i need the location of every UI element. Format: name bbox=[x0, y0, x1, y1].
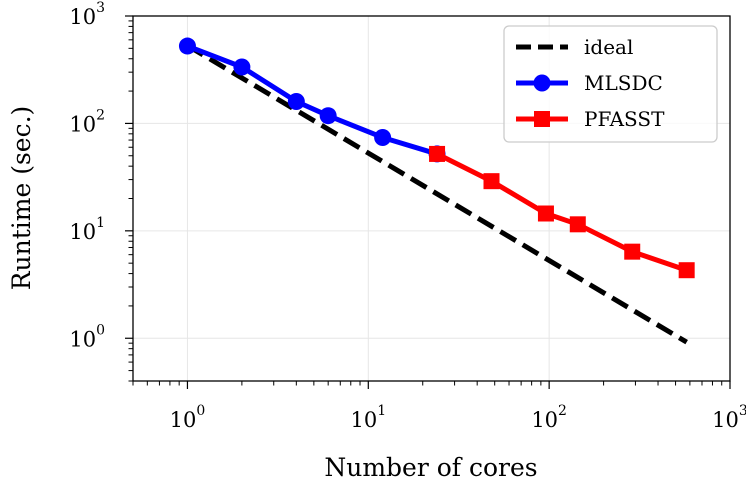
data-point-pfasst bbox=[429, 145, 446, 162]
y-tick-base: 10 bbox=[69, 112, 96, 136]
legend-entry-mlsdc: MLSDC bbox=[516, 71, 663, 95]
y-tick-exponent: 3 bbox=[96, 0, 105, 16]
x-tick-label: 102 bbox=[531, 403, 567, 432]
data-point-mlsdc bbox=[233, 58, 251, 76]
legend-entry-ideal: ideal bbox=[516, 35, 633, 59]
x-tick-label: 101 bbox=[350, 403, 386, 432]
x-tick-label: 100 bbox=[170, 403, 206, 432]
data-series bbox=[178, 37, 695, 345]
x-tick-base: 10 bbox=[170, 408, 197, 432]
series-line-ideal bbox=[186, 43, 688, 345]
legend: ideal MLSDC PFASST bbox=[503, 25, 718, 143]
x-axis-title: Number of cores bbox=[324, 453, 537, 482]
series-pfasst bbox=[429, 145, 695, 279]
y-tick-label: 101 bbox=[69, 215, 105, 244]
x-tick-exponent: 0 bbox=[196, 403, 205, 419]
y-tick-label: 102 bbox=[69, 107, 105, 136]
legend-box bbox=[503, 25, 718, 143]
x-tick-base: 10 bbox=[531, 408, 558, 432]
series-ideal bbox=[186, 43, 688, 345]
y-axis-title: Runtime (sec.) bbox=[7, 106, 36, 291]
data-point-pfasst bbox=[678, 262, 695, 279]
legend-label-pfasst: PFASST bbox=[584, 107, 665, 131]
x-tick-exponent: 1 bbox=[377, 403, 386, 419]
y-tick-base: 10 bbox=[69, 220, 96, 244]
y-tick-exponent: 2 bbox=[96, 107, 105, 123]
data-point-pfasst bbox=[483, 173, 500, 190]
series-line-mlsdc bbox=[186, 43, 438, 157]
axis-ticks bbox=[125, 15, 731, 389]
data-point-pfasst bbox=[537, 205, 554, 222]
x-tick-base: 10 bbox=[712, 408, 739, 432]
data-point-mlsdc bbox=[319, 107, 337, 125]
x-tick-label: 103 bbox=[712, 403, 746, 432]
y-tick-exponent: 1 bbox=[96, 215, 105, 231]
legend-label-ideal: ideal bbox=[584, 35, 633, 59]
x-tick-base: 10 bbox=[350, 408, 377, 432]
y-tick-base: 10 bbox=[69, 5, 96, 29]
data-point-mlsdc bbox=[287, 92, 305, 110]
y-tick-exponent: 0 bbox=[96, 322, 105, 338]
legend-marker-pfasst bbox=[534, 111, 550, 127]
x-tick-exponent: 3 bbox=[739, 403, 746, 419]
y-tick-label: 103 bbox=[69, 0, 105, 29]
legend-entries: ideal MLSDC PFASST bbox=[516, 35, 665, 131]
series-line-pfasst bbox=[435, 151, 688, 273]
data-point-mlsdc bbox=[178, 37, 196, 55]
data-point-mlsdc bbox=[374, 128, 392, 146]
y-tick-base: 10 bbox=[69, 327, 96, 351]
plot-frame bbox=[132, 15, 731, 382]
legend-marker-mlsdc bbox=[533, 74, 551, 92]
legend-entry-pfasst: PFASST bbox=[516, 107, 665, 131]
data-point-pfasst bbox=[569, 216, 586, 233]
data-point-pfasst bbox=[624, 243, 641, 260]
legend-label-mlsdc: MLSDC bbox=[584, 71, 663, 95]
x-tick-exponent: 2 bbox=[558, 403, 567, 419]
y-tick-label: 100 bbox=[69, 322, 105, 351]
